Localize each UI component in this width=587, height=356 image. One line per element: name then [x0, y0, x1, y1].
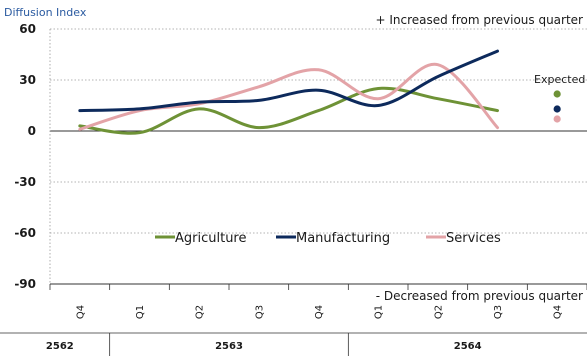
y-tick-label: -30: [14, 175, 36, 189]
x-axis: Q4 Q1 Q2 Q3 Q4 Q1 Q2 Q3 Q4 2562 2563 2564: [0, 283, 587, 356]
x-category-label: Q4: [553, 305, 564, 319]
y-tick-label: 60: [19, 22, 36, 36]
series-line-agriculture: [78, 86, 499, 135]
y-tick-label: 30: [19, 73, 36, 87]
gridlines: [49, 28, 587, 285]
x-category-label: Q3: [254, 305, 265, 319]
x-category-label: Q2: [433, 305, 444, 319]
x-category-label: Q1: [135, 305, 146, 319]
legend-label-manufacturing: Manufacturing: [296, 231, 390, 246]
expected-dot-services: [553, 115, 561, 123]
y-tick-label: -90: [14, 277, 36, 291]
year-label: 2562: [46, 341, 74, 352]
y-tick-label: 0: [28, 124, 36, 138]
series-line-manufacturing: [78, 49, 499, 113]
legend-label-services: Services: [446, 231, 501, 246]
expected-markers: [553, 90, 561, 123]
x-category-label: Q2: [195, 305, 206, 319]
expected-dot-manufacturing: [553, 105, 561, 113]
x-category-label: Q4: [314, 305, 325, 319]
expected-label: Expected: [534, 73, 585, 86]
x-category-label: Q1: [374, 305, 385, 319]
x-category-label: Q3: [493, 305, 504, 319]
decrease-annotation: - Decreased from previous quarter: [376, 289, 583, 303]
y-axis-unit-label: Diffusion Index: [4, 6, 87, 19]
legend: Agriculture Manufacturing Services: [155, 231, 501, 246]
y-axis-ticks: 60 30 0 -30 -60 -90: [14, 22, 36, 291]
legend-label-agriculture: Agriculture: [175, 231, 247, 246]
expected-dot-agriculture: [553, 90, 561, 98]
year-label: 2563: [215, 341, 243, 352]
increase-annotation: + Increased from previous quarter: [376, 13, 584, 27]
series-lines: [78, 49, 499, 135]
x-category-label: Q4: [75, 305, 86, 319]
y-tick-label: -60: [14, 226, 36, 240]
year-label: 2564: [454, 341, 482, 352]
